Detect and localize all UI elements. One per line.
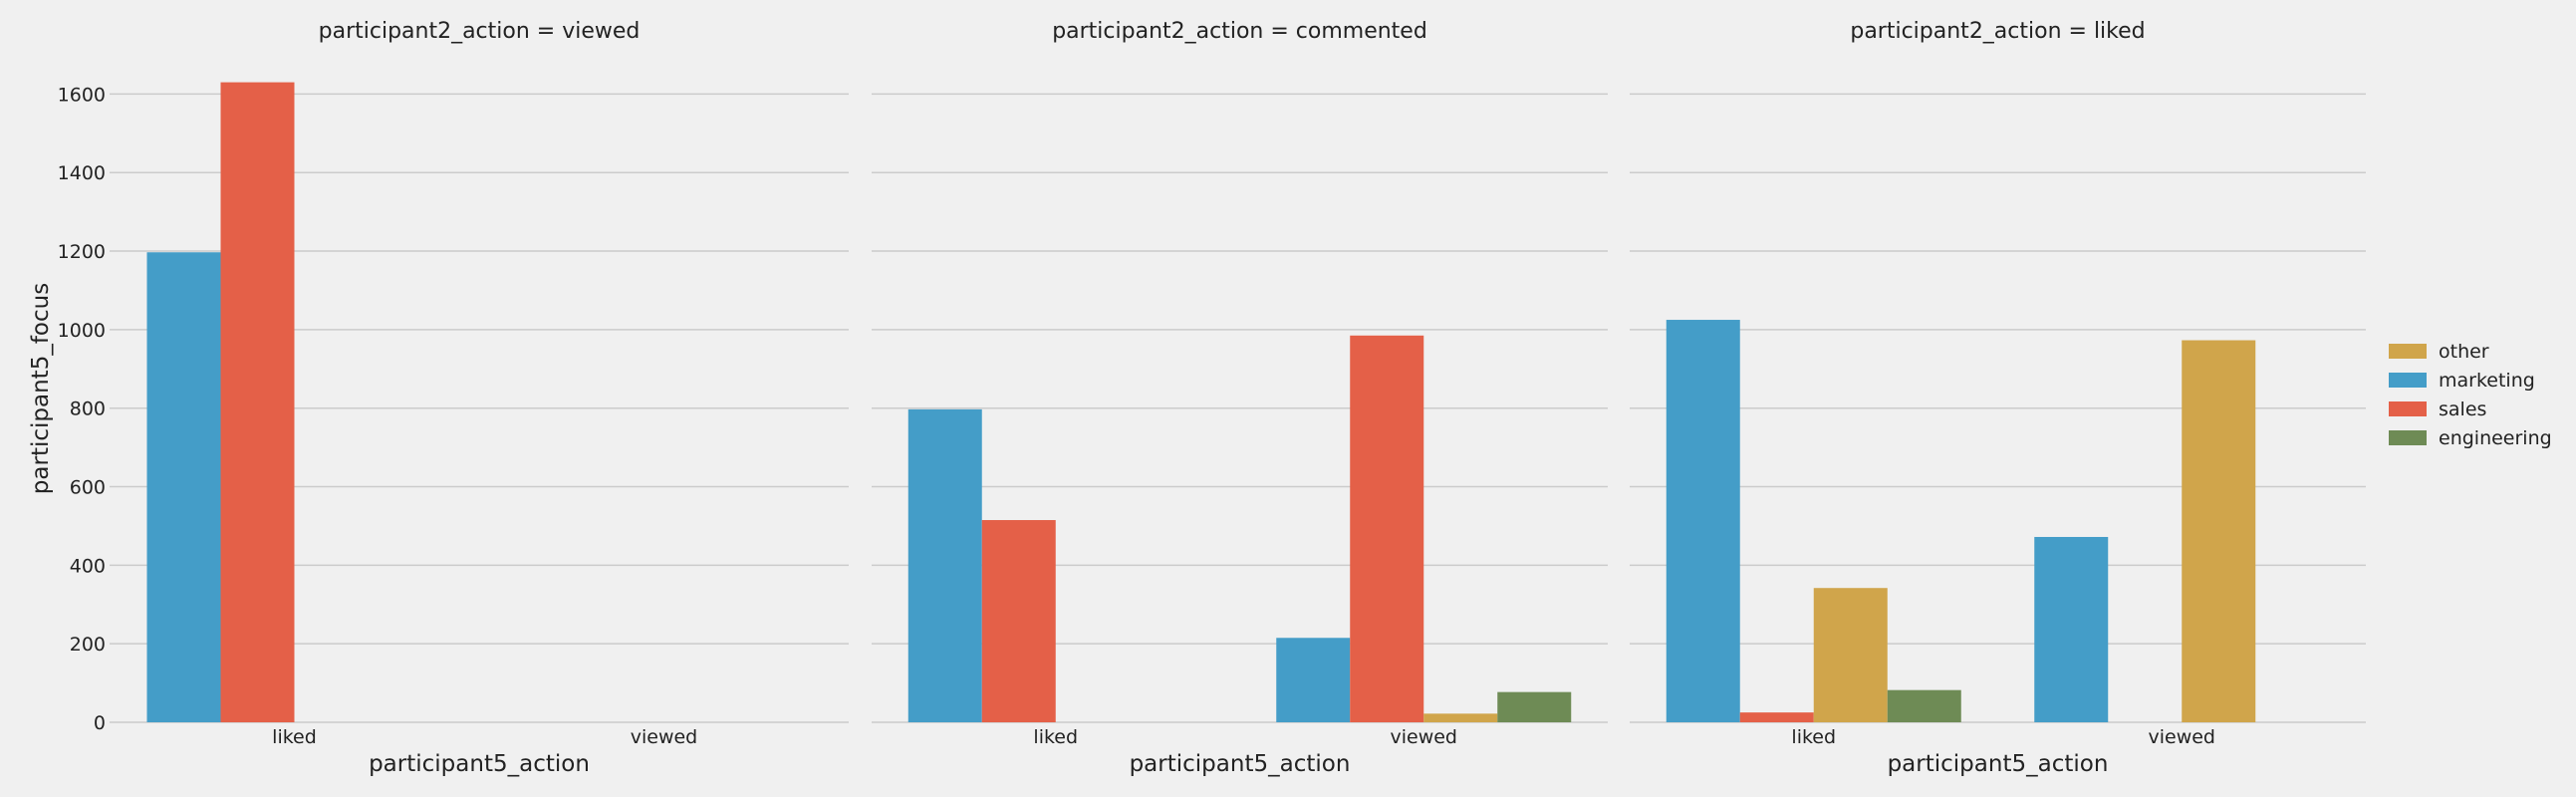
y-tick-label: 600 <box>70 477 106 499</box>
bar-marketing-liked <box>146 252 221 722</box>
x-axis-label: participant5_action <box>1888 751 2109 777</box>
facet-title: participant2_action = liked <box>1850 19 2145 44</box>
y-tick-label: 800 <box>70 398 106 420</box>
x-tick-label: viewed <box>1390 726 1457 748</box>
legend-label-marketing: marketing <box>2439 370 2535 392</box>
bar-marketing-viewed <box>1276 638 1351 722</box>
x-tick-label: liked <box>1033 726 1078 748</box>
x-axis-label: participant5_action <box>1130 751 1351 777</box>
y-tick-label: 0 <box>94 712 106 734</box>
facet-title: participant2_action = commented <box>1052 19 1427 44</box>
x-tick-label: liked <box>1791 726 1836 748</box>
legend-swatch-other <box>2389 344 2427 359</box>
legend: other marketing sales engineering <box>2389 341 2552 449</box>
x-tick-label: viewed <box>2148 726 2215 748</box>
facet-title: participant2_action = viewed <box>319 19 641 44</box>
x-tick-label: liked <box>272 726 317 748</box>
facet-panel-1: participant2_action = commented liked view… <box>872 19 1608 777</box>
legend-swatch-sales <box>2389 401 2427 416</box>
y-axis-label: participant5_focus <box>28 283 54 494</box>
legend-swatch-engineering <box>2389 430 2427 445</box>
bar-sales-liked <box>220 82 295 722</box>
legend-label-other: other <box>2439 341 2489 363</box>
bar-other-viewed <box>2182 340 2256 722</box>
y-tick-label: 400 <box>70 555 106 577</box>
bar-marketing-viewed <box>2034 536 2109 722</box>
y-tick-label: 1000 <box>58 320 106 342</box>
bar-other-liked <box>1813 588 1888 722</box>
facet-panel-0: participant2_action = viewed liked viewed p… <box>110 19 849 777</box>
bar-sales-liked <box>1739 712 1814 722</box>
facet-panel-2: participant2_action = liked liked viewed pa… <box>1630 19 2366 777</box>
y-tick-label: 1400 <box>58 162 106 184</box>
bar-engineering-liked <box>1887 689 1961 722</box>
y-tick-label: 1200 <box>58 241 106 263</box>
bar-sales-liked <box>981 520 1056 722</box>
y-tick-label: 1600 <box>58 84 106 106</box>
bar-engineering-viewed <box>1497 691 1572 722</box>
bar-sales-viewed <box>1350 335 1424 722</box>
bar-marketing-liked <box>907 408 982 722</box>
legend-label-engineering: engineering <box>2439 427 2552 449</box>
bar-marketing-liked <box>1666 320 1740 722</box>
x-tick-label: viewed <box>631 726 698 748</box>
legend-swatch-marketing <box>2389 373 2427 388</box>
bar-other-viewed <box>1423 713 1498 722</box>
legend-label-sales: sales <box>2439 398 2486 420</box>
x-axis-label: participant5_action <box>369 751 590 777</box>
y-tick-label: 200 <box>70 634 106 656</box>
